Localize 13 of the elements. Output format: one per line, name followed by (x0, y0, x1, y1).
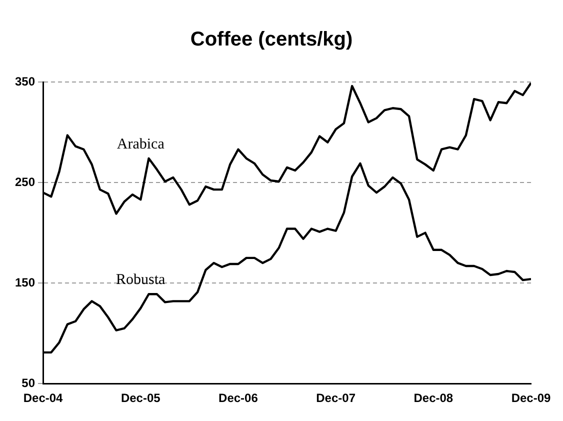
x-tick-label: Dec-08 (414, 391, 454, 406)
x-tick-label: Dec-06 (218, 391, 258, 406)
y-tick-label: 150 (14, 275, 36, 290)
y-tick-label: 350 (14, 74, 36, 88)
y-tick-label: 50 (22, 376, 36, 390)
y-tick-label: 250 (14, 174, 36, 189)
x-tick-label: Dec-07 (316, 391, 356, 406)
x-tick-label: Dec-09 (511, 391, 552, 406)
x-tick-label: Dec-05 (120, 391, 161, 406)
x-tick-label: Dec-04 (23, 391, 64, 406)
series-label: Robusta (116, 272, 166, 288)
chart-title: Coffee (cents/kg) (190, 28, 353, 51)
series-label: Arabica (116, 136, 165, 152)
